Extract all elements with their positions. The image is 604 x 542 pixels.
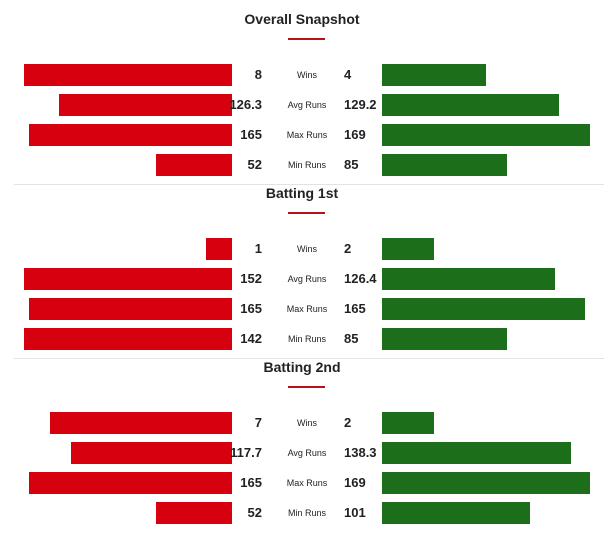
section-title-underline <box>288 386 325 388</box>
section-title-underline <box>288 38 325 40</box>
left-team-value: 165 <box>240 475 262 490</box>
left-team-bar <box>156 502 232 524</box>
metric-label: Wins <box>297 418 317 428</box>
right-team-value: 85 <box>344 157 359 172</box>
stat-row: 52 Min Runs 101 <box>0 502 604 524</box>
right-team-bar <box>382 412 434 434</box>
left-team-value: 52 <box>247 505 262 520</box>
metric-label: Avg Runs <box>287 100 327 110</box>
stat-row: 165 Max Runs 169 <box>0 124 604 146</box>
section-title: Overall Snapshot <box>244 11 360 27</box>
section-title-underline <box>288 212 325 214</box>
metric-label: Max Runs <box>286 478 328 488</box>
right-team-value: 165 <box>344 301 366 316</box>
left-team-value: 152 <box>240 271 262 286</box>
stat-row: 165 Max Runs 169 <box>0 472 604 494</box>
section-title: Batting 1st <box>265 185 339 201</box>
left-team-value: 165 <box>240 127 262 142</box>
section-title: Batting 2nd <box>263 359 341 375</box>
left-team-bar <box>206 238 232 260</box>
right-team-value: 2 <box>344 241 352 256</box>
metric-label: Wins <box>297 70 317 80</box>
metric-label: Max Runs <box>286 304 328 314</box>
left-team-bar <box>29 124 232 146</box>
right-team-bar <box>382 238 434 260</box>
right-team-value: 2 <box>344 415 352 430</box>
left-team-value: 52 <box>247 157 262 172</box>
left-team-value: 1 <box>254 241 262 256</box>
right-team-bar <box>382 442 571 464</box>
right-team-bar <box>382 154 507 176</box>
right-team-value: 85 <box>344 331 359 346</box>
left-team-bar <box>59 94 232 116</box>
metric-label: Min Runs <box>287 508 326 518</box>
left-team-bar <box>24 64 232 86</box>
metric-label: Wins <box>297 244 317 254</box>
stat-row: 142 Min Runs 85 <box>0 328 604 350</box>
right-team-bar <box>382 268 555 290</box>
left-team-value: 8 <box>254 67 262 82</box>
stat-row: 1 Wins 2 <box>0 238 604 260</box>
left-team-bar <box>24 328 232 350</box>
right-team-bar <box>382 472 590 494</box>
right-team-value: 101 <box>344 505 366 520</box>
right-team-value: 169 <box>344 475 366 490</box>
metric-label: Min Runs <box>287 334 326 344</box>
right-team-bar <box>382 124 590 146</box>
stat-row: 165 Max Runs 165 <box>0 298 604 320</box>
right-team-bar <box>382 298 585 320</box>
metric-label: Avg Runs <box>287 274 327 284</box>
right-team-bar <box>382 94 559 116</box>
left-team-value: 165 <box>240 301 262 316</box>
left-team-bar <box>29 298 232 320</box>
metric-label: Min Runs <box>287 160 326 170</box>
stat-row: 8 Wins 4 <box>0 64 604 86</box>
left-team-value: 7 <box>254 415 262 430</box>
right-team-value: 138.3 <box>344 445 377 460</box>
right-team-bar <box>382 502 530 524</box>
right-team-value: 126.4 <box>344 271 377 286</box>
right-team-bar <box>382 328 507 350</box>
left-team-value: 126.3 <box>229 97 262 112</box>
right-team-value: 129.2 <box>344 97 377 112</box>
stat-row: 117.7 Avg Runs 138.3 <box>0 442 604 464</box>
right-team-value: 169 <box>344 127 366 142</box>
section-divider <box>14 184 604 185</box>
left-team-value: 142 <box>240 331 262 346</box>
stat-row: 52 Min Runs 85 <box>0 154 604 176</box>
left-team-bar <box>24 268 232 290</box>
stat-row: 152 Avg Runs 126.4 <box>0 268 604 290</box>
left-team-bar <box>29 472 232 494</box>
left-team-bar <box>50 412 232 434</box>
left-team-bar <box>71 442 232 464</box>
section-divider <box>14 358 604 359</box>
metric-label: Max Runs <box>286 130 328 140</box>
right-team-bar <box>382 64 486 86</box>
right-team-value: 4 <box>344 67 352 82</box>
stat-row: 7 Wins 2 <box>0 412 604 434</box>
metric-label: Avg Runs <box>287 448 327 458</box>
left-team-value: 117.7 <box>230 445 262 460</box>
stat-row: 126.3 Avg Runs 129.2 <box>0 94 604 116</box>
left-team-bar <box>156 154 232 176</box>
